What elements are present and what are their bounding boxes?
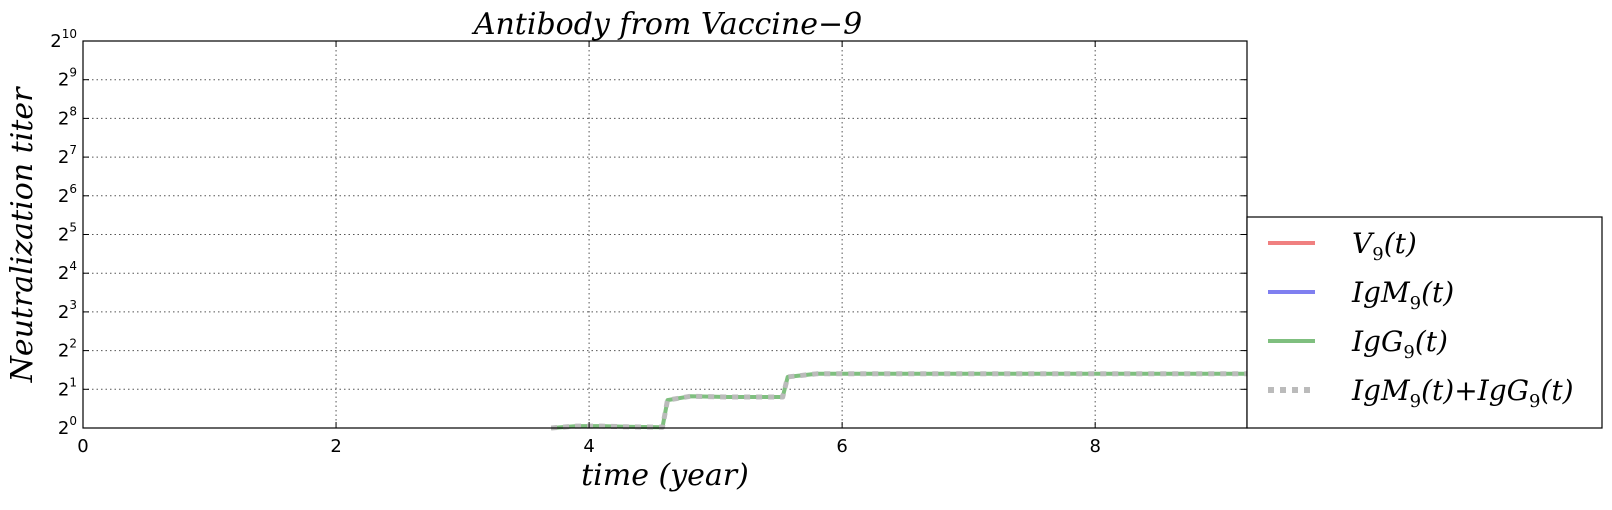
y-tick-label: 21 (58, 375, 77, 400)
y-tick-label: 28 (58, 104, 77, 129)
x-axis-label: time (year) (581, 458, 749, 493)
x-tick-label: 6 (836, 436, 847, 457)
y-tick-label: 22 (58, 337, 77, 362)
legend-label: IgG9(t) (1351, 325, 1448, 363)
y-axis-label: Neutralization titer (5, 86, 40, 384)
y-tick-label: 29 (58, 66, 77, 91)
y-axis-ticks: 20 21 22 23 24 25 26 27 28 29 210 (50, 27, 1247, 439)
x-tick-label: 0 (77, 436, 88, 457)
x-tick-label: 4 (583, 436, 594, 457)
x-tick-label: 2 (330, 436, 341, 457)
legend-label: IgM9(t) (1351, 276, 1454, 314)
legend-label: V9(t) (1352, 227, 1417, 265)
y-tick-label: 23 (58, 298, 77, 323)
chart-title: Antibody from Vaccine−9 (471, 7, 862, 42)
x-axis-ticks: 0 2 4 6 8 (77, 41, 1101, 457)
legend-label: IgM9(t)+IgG9(t) (1351, 374, 1574, 412)
y-tick-label: 210 (50, 27, 77, 52)
grid (83, 41, 1247, 428)
y-tick-label: 25 (58, 221, 77, 246)
y-tick-label: 24 (58, 259, 77, 284)
y-tick-label: 20 (58, 414, 77, 439)
legend: V9(t) IgM9(t) IgG9(t) IgM9(t)+IgG9(t) (1246, 216, 1603, 429)
y-tick-label: 26 (58, 182, 77, 207)
y-tick-label: 27 (58, 143, 77, 168)
series-line-3 (550, 371, 1247, 431)
series-lines (550, 371, 1247, 431)
x-tick-label: 8 (1089, 436, 1100, 457)
